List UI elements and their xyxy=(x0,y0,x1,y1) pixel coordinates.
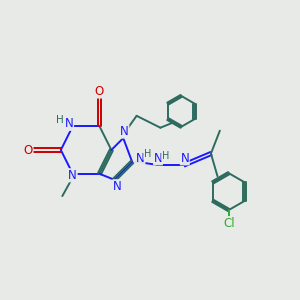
Text: Cl: Cl xyxy=(223,217,235,230)
Text: O: O xyxy=(23,143,33,157)
Text: H: H xyxy=(56,115,64,125)
Text: N: N xyxy=(65,117,74,130)
Text: N: N xyxy=(120,125,129,138)
Text: H: H xyxy=(144,149,151,160)
Text: N: N xyxy=(136,152,145,165)
Text: O: O xyxy=(95,85,104,98)
Text: N: N xyxy=(154,152,162,165)
Text: N: N xyxy=(68,169,77,182)
Text: N: N xyxy=(113,180,122,193)
Text: H: H xyxy=(162,151,169,161)
Text: N: N xyxy=(180,152,189,165)
